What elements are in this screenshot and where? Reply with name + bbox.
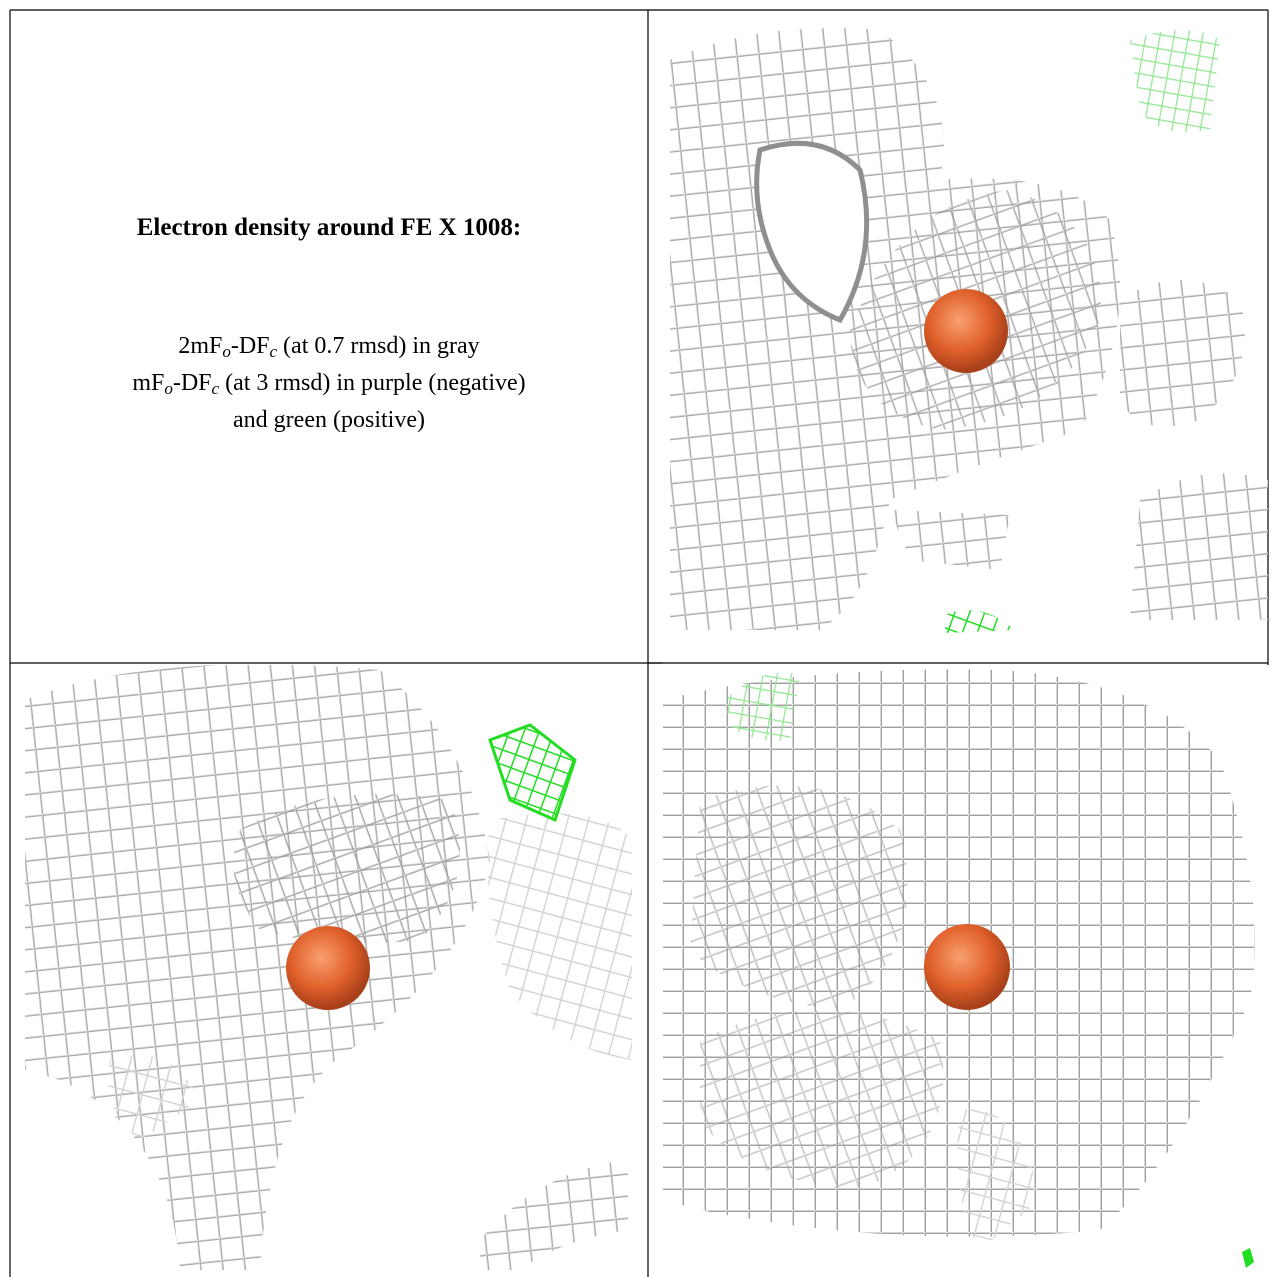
subscript: c — [269, 342, 278, 361]
text-segment: -DF — [172, 370, 212, 396]
density-view-2 — [25, 665, 632, 1270]
text-segment: mF — [132, 370, 165, 396]
legend-line: and green (positive) — [10, 402, 648, 439]
density-view-3 — [663, 669, 1255, 1268]
subscript: o — [222, 342, 231, 361]
text-segment: 2mF — [178, 333, 223, 359]
text-segment: (at 0.7 rmsd) in gray — [277, 333, 480, 359]
legend-line: 2mFo-DFc (at 0.7 rmsd) in gray — [10, 328, 648, 365]
density-view-1 — [670, 28, 1268, 633]
panel-title: Electron density around FE X 1008: — [136, 214, 522, 241]
legend-lines: 2mFo-DFc (at 0.7 rmsd) in gray mFo-DFc (a… — [10, 328, 648, 439]
subscript: c — [211, 379, 220, 398]
text-segment: -DF — [230, 333, 270, 359]
subscript: o — [164, 379, 173, 398]
legend-cell: Electron density around FE X 1008: 2mFo-… — [10, 10, 648, 663]
text-segment: and green (positive) — [233, 407, 425, 433]
table-borders — [9, 9, 1269, 1277]
legend-line: mFo-DFc (at 3 rmsd) in purple (negative) — [10, 365, 648, 402]
text-segment: (at 3 rmsd) in purple (negative) — [219, 370, 526, 396]
